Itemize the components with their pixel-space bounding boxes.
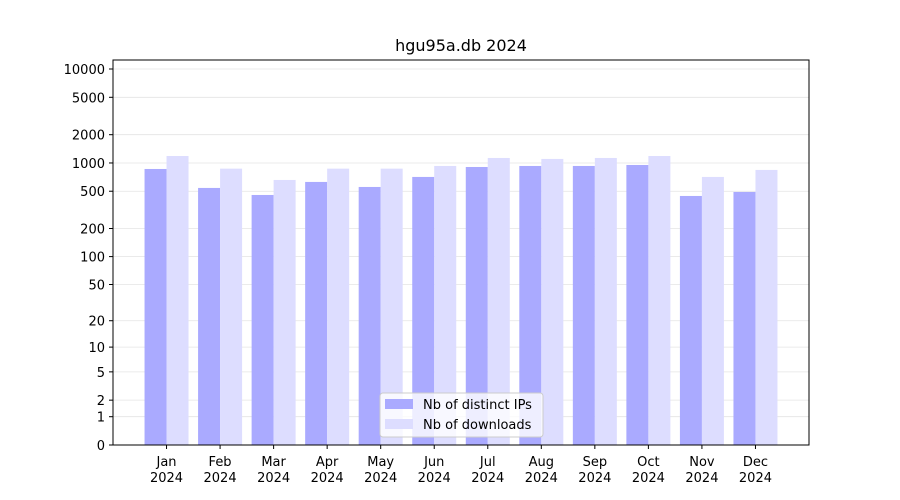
bar	[305, 181, 328, 446]
plot-frame	[112, 59, 810, 446]
x-tick-line: Jun	[423, 455, 444, 470]
x-tick-line: Nov	[689, 455, 715, 470]
x-tick-line: May	[367, 455, 394, 470]
y-tick-label: 200	[80, 223, 105, 238]
bar	[273, 179, 296, 445]
x-tick-line: Jul	[479, 455, 496, 470]
bar	[166, 156, 189, 445]
bar	[679, 195, 702, 445]
bar	[220, 168, 243, 445]
x-tick-line: Feb	[209, 455, 232, 470]
x-tick-line: Aug	[529, 455, 554, 470]
x-tick-line: 2024	[204, 471, 237, 486]
x-tick-line: 2024	[632, 471, 665, 486]
bar	[541, 158, 564, 446]
x-tick-label: Sep 2024	[578, 455, 611, 486]
y-tick-label: 50	[88, 278, 105, 293]
bar	[572, 165, 595, 445]
bar	[380, 168, 403, 445]
bar	[626, 164, 649, 446]
x-tick-line: 2024	[150, 471, 183, 486]
bar	[701, 176, 724, 445]
bar	[144, 168, 167, 445]
y-tick-label: 100	[80, 251, 105, 266]
x-tick-line: 2024	[364, 471, 397, 486]
bar	[198, 187, 221, 445]
bar	[648, 156, 671, 445]
x-tick-line: 2024	[739, 471, 772, 486]
bar	[434, 165, 457, 445]
x-tick-line: 2024	[578, 471, 611, 486]
y-tick-label: 2	[97, 394, 105, 409]
x-tick-line: 2024	[685, 471, 718, 486]
y-tick-label: 5000	[72, 91, 105, 106]
bar	[733, 191, 756, 445]
y-tick-label: 20	[88, 315, 105, 330]
x-tick-line: Mar	[261, 455, 286, 470]
y-tick-label: 10	[88, 341, 105, 356]
legend-label: Nb of downloads	[423, 418, 532, 433]
x-tick-label: Nov 2024	[685, 455, 718, 486]
x-tick-line: Oct	[637, 455, 659, 470]
x-tick-label: May 2024	[364, 455, 397, 486]
x-tick-line: Apr	[316, 455, 339, 470]
legend-swatch	[385, 399, 413, 409]
x-tick-label: Aug 2024	[525, 455, 558, 486]
bar	[487, 157, 510, 446]
bar	[251, 194, 274, 445]
x-tick-line: 2024	[311, 471, 344, 486]
x-tick-label: Jun 2024	[418, 455, 451, 486]
x-tick-line: Dec	[743, 455, 768, 470]
y-tick-label: 2000	[72, 129, 105, 144]
bar	[412, 176, 435, 445]
bar	[465, 166, 488, 445]
y-tick-label: 1000	[72, 157, 105, 172]
x-tick-line: 2024	[525, 471, 558, 486]
bar	[327, 168, 350, 445]
x-tick-label: Apr 2024	[311, 455, 344, 486]
x-tick-label: Jan 2024	[150, 455, 183, 486]
x-tick-label: Jul 2024	[471, 455, 504, 486]
bar	[594, 157, 617, 446]
y-tick-label: 0	[97, 439, 105, 454]
legend-label: Nb of distinct IPs	[423, 398, 532, 413]
x-tick-label: Oct 2024	[632, 455, 665, 486]
legend-swatch	[385, 419, 413, 429]
x-tick-line: 2024	[418, 471, 451, 486]
x-tick-line: 2024	[471, 471, 504, 486]
bar	[358, 186, 381, 445]
x-tick-label: Mar 2024	[257, 455, 290, 486]
y-tick-label: 10000	[64, 63, 105, 78]
y-tick-label: 1	[97, 411, 105, 426]
chart-title: hgu95a.db 2024	[395, 36, 527, 55]
legend-box	[379, 392, 544, 438]
y-tick-label: 500	[80, 185, 105, 200]
y-tick-label: 5	[97, 366, 105, 381]
x-tick-line: Jan	[156, 455, 177, 470]
x-tick-label: Feb 2024	[204, 455, 237, 486]
x-tick-line: Sep	[583, 455, 608, 470]
bar	[519, 165, 542, 445]
bar	[755, 169, 778, 445]
x-tick-label: Dec 2024	[739, 455, 772, 486]
x-tick-line: 2024	[257, 471, 290, 486]
